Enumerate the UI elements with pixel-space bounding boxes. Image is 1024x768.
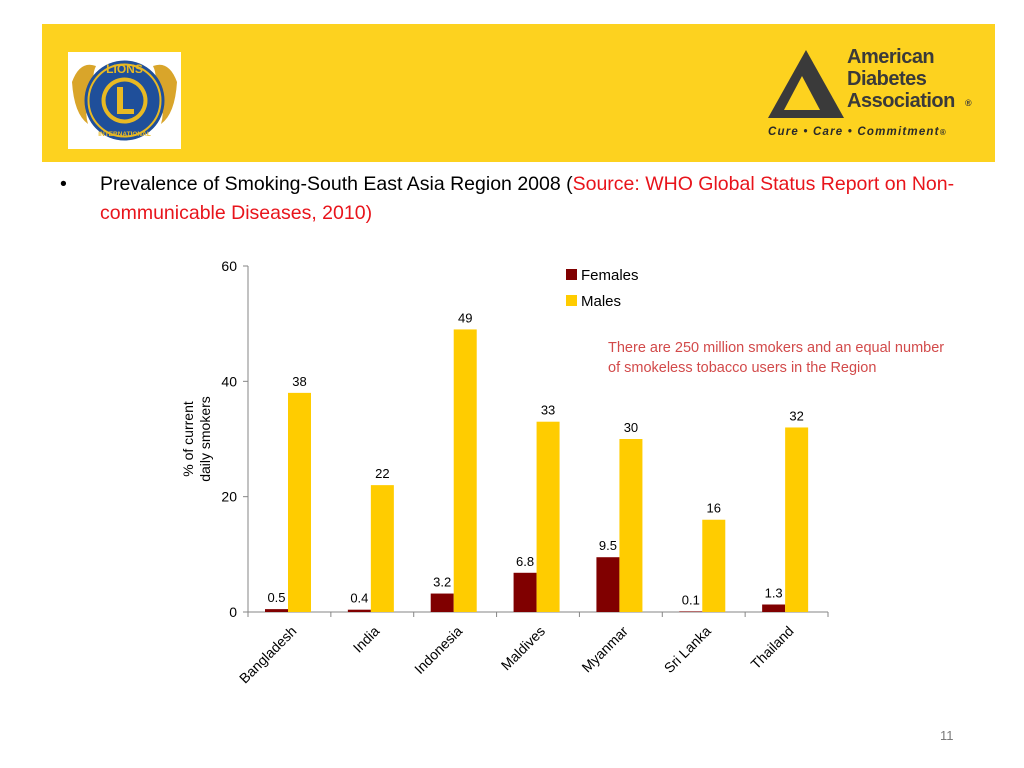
y-axis-title-line: % of current (180, 401, 196, 477)
data-label: 3.2 (433, 575, 451, 590)
data-label: 33 (541, 403, 555, 418)
data-label: 49 (458, 310, 472, 325)
data-label: 0.1 (682, 592, 700, 607)
lions-top-text: LIONS (106, 62, 143, 76)
x-category-label: Myanmar (578, 623, 631, 676)
ada-word-american: American (847, 46, 935, 68)
bar-males-india (370, 485, 394, 612)
bar-males-maldives (536, 421, 560, 612)
legend-swatch-females (566, 269, 577, 280)
data-label: 16 (707, 501, 721, 516)
y-tick-label: 20 (221, 489, 237, 505)
lions-bottom-text: INTERNATIONAL (98, 131, 151, 138)
bar-males-bangladesh (288, 392, 311, 612)
chart-axes: 0 20 40 60 Bangladesh India Indonesia Maldives M… (221, 258, 829, 687)
y-axis-label: % of currentdaily smokers (180, 396, 213, 482)
data-label: 9.5 (599, 538, 617, 553)
data-label: 0.5 (267, 590, 285, 605)
ada-triangle-icon (768, 50, 844, 118)
y-axis-title-line: daily smokers (197, 396, 213, 482)
bar-females-sri-lanka (679, 611, 703, 612)
bullet-main-text: Prevalence of Smoking-South East Asia Re… (100, 173, 573, 195)
bullet-marker: • (60, 173, 67, 195)
data-label: 30 (624, 420, 638, 435)
bar-males-thailand (785, 427, 809, 612)
bar-males-myanmar (619, 439, 643, 612)
legend-label-males: Males (581, 293, 621, 310)
data-label: 32 (789, 408, 803, 423)
ada-word-association: Association (847, 90, 955, 112)
ada-registered-mark: ® (965, 98, 972, 108)
y-tick-label: 40 (221, 373, 237, 389)
y-axis-title: % of currentdaily smokers (180, 396, 213, 482)
x-category-label: Bangladesh (236, 623, 300, 687)
chart-legend: Females Males (566, 267, 639, 310)
bar-females-bangladesh (265, 609, 288, 612)
bar-females-indonesia (430, 593, 454, 612)
ada-tagline-mark: ® (939, 128, 947, 137)
bar-females-maldives (513, 572, 537, 612)
data-label: 22 (375, 466, 389, 481)
ada-logo: American Diabetes Association ® Cure • C… (764, 46, 982, 146)
y-tick-label: 0 (229, 604, 237, 620)
bar-females-myanmar (596, 557, 620, 612)
x-category-label: Indonesia (411, 623, 465, 677)
legend-swatch-males (566, 295, 577, 306)
chart-annotation: There are 250 million smokers and an equ… (608, 340, 945, 376)
chart-bars: 0.5 38 0.4 22 3.2 49 6.8 33 9.5 30 0.1 16 1.3 32 (265, 310, 809, 612)
y-tick-label: 60 (221, 258, 237, 274)
legend-label-females: Females (581, 267, 639, 284)
bullet-source-text: Source: WHO Global Status Report on Non-… (100, 173, 955, 224)
bar-females-india (347, 609, 371, 612)
lions-logo: LIONS INTERNATIONAL (68, 52, 181, 149)
bar-males-indonesia (453, 329, 477, 612)
x-category-label: Maldives (498, 623, 548, 673)
data-label: 38 (292, 374, 306, 389)
bullet-close-paren: ) (365, 202, 373, 224)
x-category-label: Thailand (747, 623, 796, 672)
ada-tagline: Cure • Care • Commitment® (768, 126, 947, 138)
ada-word-diabetes: Diabetes (847, 68, 927, 90)
header-band (42, 24, 995, 162)
ada-tagline-text: Cure • Care • Commitment (768, 126, 940, 138)
data-label: 0.4 (350, 591, 368, 606)
x-category-label: Sri Lanka (661, 623, 714, 676)
bullet-text: Prevalence of Smoking-South East Asia Re… (100, 170, 960, 228)
bar-females-thailand (762, 604, 786, 612)
page-number: 11 (940, 728, 954, 743)
bar-males-sri-lanka (702, 519, 726, 612)
data-label: 1.3 (765, 586, 783, 601)
x-category-label: India (350, 623, 383, 656)
data-label: 6.8 (516, 554, 534, 569)
lions-international-icon: LIONS INTERNATIONAL (72, 60, 177, 141)
